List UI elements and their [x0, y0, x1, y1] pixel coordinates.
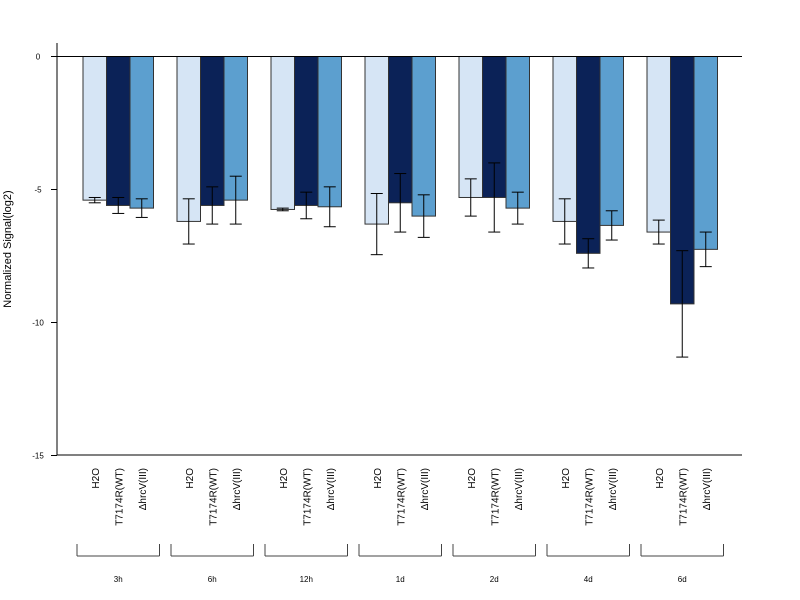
x-category-label: H2O — [467, 468, 478, 489]
bar — [294, 56, 319, 206]
group-label: 2d — [490, 575, 499, 584]
x-category-label: ΔhrcV(III) — [138, 468, 149, 510]
x-category-label: ΔhrcV(III) — [702, 468, 713, 510]
x-category-label: H2O — [561, 468, 572, 489]
bar — [576, 56, 601, 254]
y-axis-title: Normalized Signal(log2) — [2, 190, 14, 307]
y-tick-label: -5 — [34, 186, 42, 195]
x-category-label: ΔhrcV(III) — [608, 468, 619, 510]
x-category-label: H2O — [373, 468, 384, 489]
x-category-label: H2O — [279, 468, 290, 489]
bar — [411, 56, 436, 217]
bar — [317, 56, 342, 208]
group-label: 6h — [208, 575, 217, 584]
bar — [693, 56, 718, 250]
bar — [176, 56, 201, 222]
bar — [505, 56, 530, 209]
group-brackets-layer: 3h 6h 12h 1d 2d 4d 6d — [76, 544, 724, 584]
x-category-label: H2O — [185, 468, 196, 489]
x-category-label: ΔhrcV(III) — [326, 468, 337, 510]
group-label: 4d — [584, 575, 593, 584]
x-labels-layer: H2O T7174R(WT) ΔhrcV(III) H2O T7174R(WT) Δhrc… — [91, 468, 713, 526]
x-category-label: T7174R(WT) — [114, 468, 125, 526]
x-category-label: H2O — [91, 468, 102, 489]
group-label: 6d — [678, 575, 687, 584]
bar — [270, 56, 295, 210]
x-category-label: ΔhrcV(III) — [232, 468, 243, 510]
bar — [129, 56, 154, 209]
bar — [200, 56, 225, 206]
bar — [458, 56, 483, 198]
y-tick-label: 0 — [36, 53, 41, 62]
bar — [106, 56, 131, 206]
x-category-label: ΔhrcV(III) — [420, 468, 431, 510]
error-bars-layer — [88, 162, 712, 358]
axes-layer — [56, 43, 742, 456]
bar — [646, 56, 671, 233]
y-ticks-layer: 0 -5 -10 -15 — [32, 53, 57, 461]
group-label: 3h — [114, 575, 123, 584]
x-category-label: T7174R(WT) — [490, 468, 501, 526]
y-tick-label: -10 — [32, 319, 44, 328]
x-category-label: H2O — [655, 468, 666, 489]
x-category-label: T7174R(WT) — [396, 468, 407, 526]
x-category-label: T7174R(WT) — [208, 468, 219, 526]
bar — [552, 56, 577, 222]
group-label: 1d — [396, 575, 405, 584]
group-label: 12h — [300, 575, 313, 584]
y-tick-label: -15 — [32, 452, 44, 461]
bars-layer — [82, 56, 718, 305]
bar — [599, 56, 624, 226]
bar — [82, 56, 107, 201]
x-category-label: T7174R(WT) — [678, 468, 689, 526]
x-category-label: T7174R(WT) — [584, 468, 595, 526]
x-category-label: ΔhrcV(III) — [514, 468, 525, 510]
x-category-label: T7174R(WT) — [302, 468, 313, 526]
